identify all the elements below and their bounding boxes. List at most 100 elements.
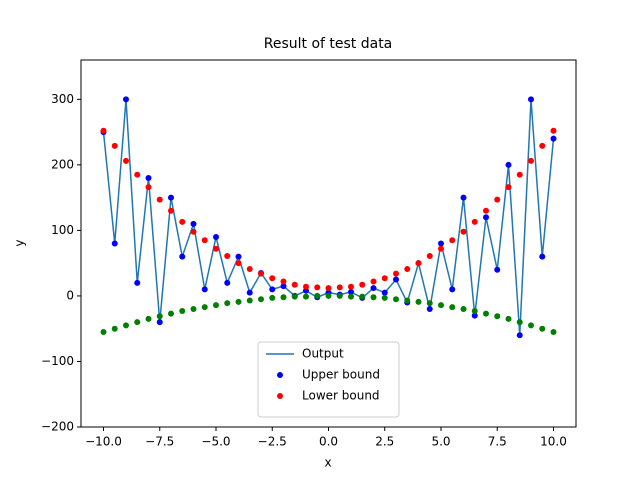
point (348, 293, 354, 300)
x-tick-label: 2.5 (375, 435, 394, 449)
point (359, 293, 366, 300)
point (359, 281, 366, 288)
point (370, 294, 377, 301)
point (235, 260, 242, 267)
point (494, 266, 501, 273)
point (381, 289, 388, 296)
point (111, 240, 118, 247)
point (269, 294, 276, 301)
point (449, 304, 456, 311)
x-tick-label: −10.0 (85, 435, 122, 449)
y-tick-label: 100 (51, 223, 74, 237)
point (348, 283, 354, 290)
point (550, 328, 557, 335)
point (190, 220, 197, 227)
point (426, 306, 433, 313)
point (145, 315, 152, 322)
point (516, 171, 523, 178)
point (336, 284, 343, 291)
point (111, 325, 118, 332)
point (483, 207, 489, 214)
point (168, 207, 174, 214)
point (224, 252, 231, 259)
point (190, 228, 197, 235)
point (224, 279, 231, 286)
point (528, 322, 534, 329)
point (258, 296, 264, 303)
point (314, 284, 321, 291)
point (303, 293, 309, 300)
point (426, 300, 433, 307)
point (348, 288, 354, 295)
y-tick-label: −200 (41, 420, 74, 434)
point (415, 260, 422, 267)
legend-swatch (277, 393, 283, 399)
point (528, 96, 534, 103)
point (156, 313, 163, 320)
point (550, 135, 557, 142)
point (269, 286, 276, 293)
plot-area (100, 96, 557, 339)
point (494, 196, 501, 203)
point (156, 319, 163, 326)
point (213, 245, 219, 252)
x-tick-label: 5.0 (431, 435, 450, 449)
point (370, 278, 377, 285)
point (460, 306, 467, 313)
legend-swatch (277, 372, 283, 378)
point (246, 297, 253, 304)
point (190, 306, 197, 313)
x-tick-label: 7.5 (488, 435, 507, 449)
x-tick-label: −7.5 (145, 435, 174, 449)
point (291, 281, 298, 288)
point (471, 308, 478, 315)
point (426, 252, 433, 259)
point (471, 218, 478, 225)
y-axis-label: y (13, 239, 27, 246)
point (269, 275, 276, 282)
point (134, 319, 141, 326)
point (246, 266, 253, 273)
point (505, 161, 512, 168)
point (280, 283, 287, 290)
x-tick-label: 10.0 (540, 435, 567, 449)
point (134, 279, 141, 286)
point (325, 292, 332, 299)
point (235, 298, 242, 305)
point (201, 304, 208, 311)
point (449, 237, 456, 244)
point (303, 283, 309, 290)
x-tick-label: −2.5 (258, 435, 287, 449)
point (483, 310, 489, 317)
legend-label: Lower bound (302, 389, 380, 403)
point (179, 253, 186, 260)
point (539, 253, 546, 260)
point (213, 233, 219, 240)
point (404, 266, 411, 273)
point (280, 294, 287, 301)
point (381, 294, 388, 301)
point (179, 218, 186, 225)
y-tick-label: 300 (51, 92, 74, 106)
legend-box (257, 341, 400, 418)
point (494, 313, 501, 320)
point (258, 270, 264, 277)
point (100, 328, 107, 335)
point (393, 270, 399, 277)
y-tick-label: 0 (66, 288, 74, 302)
point (460, 194, 467, 201)
point (393, 276, 399, 283)
point (134, 171, 141, 178)
point (325, 285, 332, 292)
plot-frame (80, 59, 577, 428)
point (404, 297, 411, 304)
point (145, 174, 152, 181)
point (539, 325, 546, 332)
point (483, 214, 489, 221)
point (235, 253, 242, 260)
point (156, 196, 163, 203)
point (224, 300, 231, 307)
point (449, 286, 456, 293)
point (336, 292, 343, 299)
point (539, 142, 546, 149)
